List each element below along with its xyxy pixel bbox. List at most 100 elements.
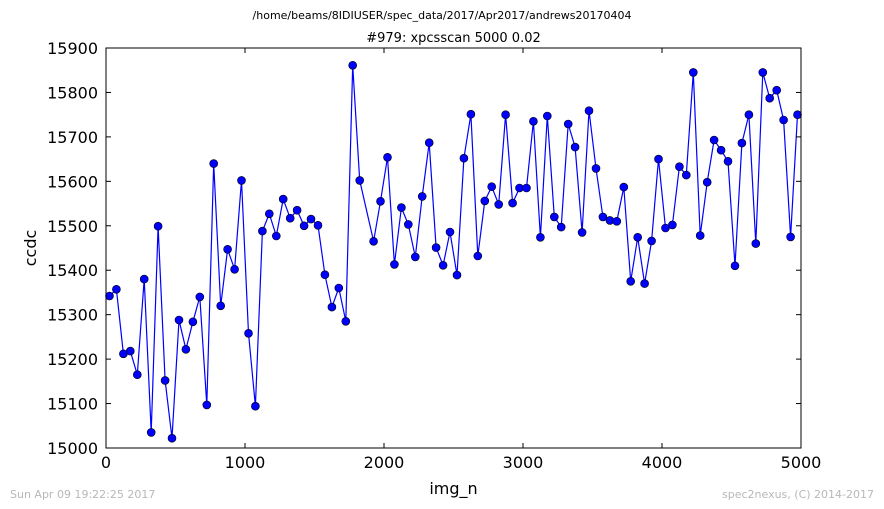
data-point [487,182,497,191]
data-point [133,370,142,380]
data-point [403,220,413,229]
plot-area-frame [105,47,802,449]
data-point [640,279,649,288]
x-tick-label: 4000 [642,453,683,472]
data-point [466,109,476,119]
data-point [480,196,490,206]
data-point [668,220,677,230]
axes-group: 0 1000 2000 3000 4000 5000 15000 15100 15200 1530… [47,39,821,472]
data-point [341,316,351,326]
data-point [723,157,733,166]
data-point [681,170,691,180]
data-point [348,61,358,70]
x-tick-label: 3000 [503,453,544,472]
y-tick-label: 15100 [47,395,98,414]
data-point [216,301,225,311]
data-point [751,239,761,248]
data-point [369,237,378,246]
data-point [744,110,754,119]
data-point [105,291,114,301]
data-point [688,68,698,77]
data-point [278,194,288,204]
data-point [355,176,365,185]
data-point [146,428,156,437]
data-point [167,433,177,443]
data-point [654,154,663,164]
data-point [501,110,510,119]
data-point [549,212,559,222]
footer-timestamp: Sun Apr 09 19:22:25 2017 [10,488,156,501]
data-point [695,231,705,240]
data-point [758,68,768,77]
chart-title: #979: xpcsscan 5000 0.02 [366,31,541,46]
data-point [473,251,483,261]
data-point [209,159,218,168]
data-point [438,260,448,270]
data-point [431,243,441,252]
data-point [188,317,198,327]
data-point [786,232,795,242]
data-point [320,270,330,280]
data-point [160,376,170,385]
data-point [292,205,302,215]
x-tick-label: 1000 [225,453,266,472]
y-tick-label: 15500 [47,217,98,236]
y-tick-label: 15600 [47,172,98,191]
data-point [737,138,747,148]
data-point [299,221,309,231]
data-point [730,261,740,271]
data-point [390,260,399,269]
data-point [793,110,802,119]
data-point [237,176,246,185]
data-point [445,227,455,237]
data-point [536,233,545,242]
data-point [383,153,392,162]
y-tick-label: 15400 [47,261,98,280]
x-tick-label: 0 [101,453,111,472]
file-path-header: /home/beams/8IDIUSER/spec_data/2017/Apr2… [252,9,632,22]
data-point [230,264,239,274]
data-point [251,401,260,411]
data-point [529,117,538,126]
data-point [327,302,337,312]
data-point [709,135,719,145]
data-point [459,153,469,163]
y-tick-label: 15800 [47,83,98,102]
data-point [772,85,782,95]
data-point [195,292,205,302]
y-tick-label: 15000 [47,439,98,458]
data-point [612,217,622,226]
data-point [285,213,295,223]
data-point [410,252,420,262]
data-point [675,162,684,171]
data-point [765,93,775,103]
data-point [633,233,643,242]
series-group [105,61,802,443]
data-point [591,164,601,173]
data-point [244,328,253,338]
data-point [313,221,323,230]
data-point [334,283,344,293]
data-point [271,231,281,241]
data-point [202,400,212,410]
data-point [563,119,573,129]
data-point [417,192,427,201]
x-tick-label: 5000 [781,453,822,472]
data-point [174,315,184,325]
y-tick-label: 15700 [47,128,98,147]
footer-credit: spec2nexus, (C) 2014-2017 [722,488,874,501]
data-point [139,274,149,284]
data-point [619,182,629,192]
data-point [494,200,504,209]
y-tick-label: 15900 [47,39,98,58]
y-tick-label: 15200 [47,350,98,369]
data-point [556,222,566,232]
y-axis-label: ccdc [21,230,40,267]
x-axis-label: img_n [429,479,477,499]
data-point [626,276,636,286]
x-tick-label: 2000 [364,453,405,472]
y-tick-label: 15300 [47,306,98,325]
data-point [570,142,580,152]
data-point [424,138,434,147]
